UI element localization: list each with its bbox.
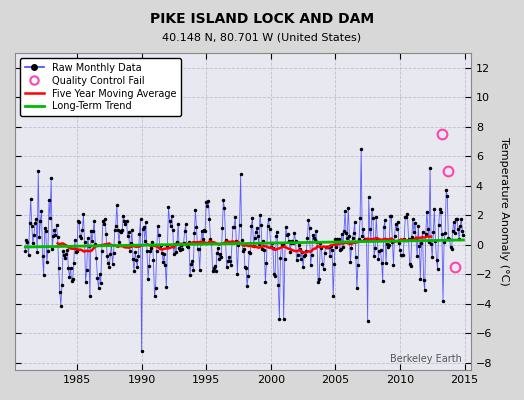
Text: PIKE ISLAND LOCK AND DAM: PIKE ISLAND LOCK AND DAM <box>150 12 374 26</box>
Text: Berkeley Earth: Berkeley Earth <box>390 354 462 364</box>
Y-axis label: Temperature Anomaly (°C): Temperature Anomaly (°C) <box>499 137 509 286</box>
Text: 40.148 N, 80.701 W (United States): 40.148 N, 80.701 W (United States) <box>162 32 362 42</box>
Legend: Raw Monthly Data, Quality Control Fail, Five Year Moving Average, Long-Term Tren: Raw Monthly Data, Quality Control Fail, … <box>20 58 181 116</box>
